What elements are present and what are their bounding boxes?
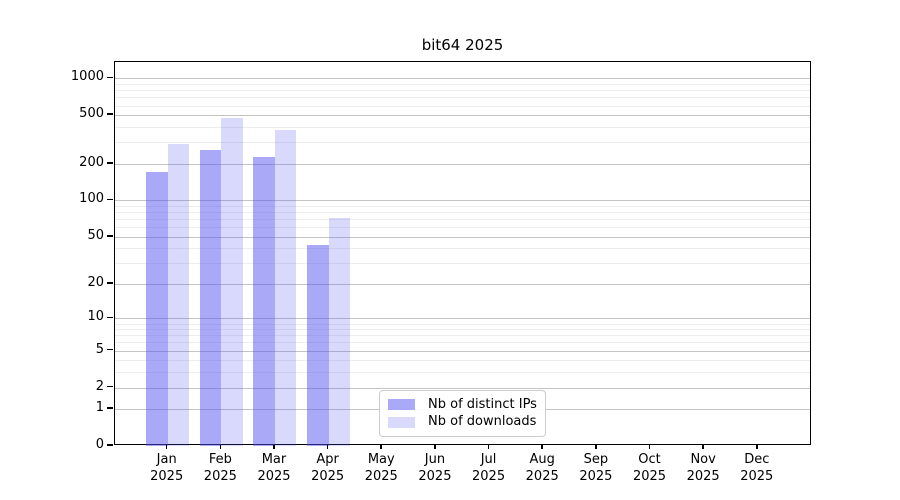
y-tick-mark [107, 162, 113, 164]
downloads-swatch-icon [388, 416, 415, 428]
y-tick-mark [107, 282, 113, 284]
x-tick-label: Sep 2025 [579, 452, 613, 484]
x-tick-mark [219, 445, 222, 449]
gridline-major [115, 163, 810, 165]
gridline-major [115, 387, 810, 389]
x-tick-mark [541, 445, 543, 449]
legend: Nb of distinct IPs Nb of downloads [379, 390, 546, 437]
x-tick-mark [595, 445, 597, 449]
x-tick-mark [755, 445, 758, 449]
y-tick-label: 200 [79, 154, 104, 170]
y-tick-label: 1000 [70, 69, 104, 85]
gridline-major [115, 115, 810, 117]
x-tick-mark [326, 445, 329, 449]
bar-downloads-feb [221, 118, 243, 446]
x-tick-label: Oct 2025 [632, 452, 667, 484]
gridline-minor [115, 372, 810, 374]
x-tick-mark [434, 445, 436, 449]
bar-distinct-ips-mar [253, 156, 275, 446]
gridline-minor [115, 84, 810, 86]
x-tick-mark [648, 445, 651, 449]
gridline-minor [115, 97, 810, 99]
distinct-ips-swatch-icon [388, 399, 415, 411]
y-tick-mark [107, 113, 113, 116]
gridline-minor [115, 142, 810, 144]
gridline-minor [115, 323, 810, 325]
y-tick-mark [107, 444, 113, 446]
y-tick-label: 20 [87, 275, 104, 291]
x-tick-mark [165, 445, 168, 449]
x-tick-mark [273, 445, 275, 449]
x-tick-mark [702, 445, 704, 449]
gridline-major [115, 78, 810, 80]
y-tick-label: 100 [79, 191, 104, 207]
y-tick-label: 5 [95, 341, 104, 357]
gridline-major [115, 318, 810, 320]
x-tick-label: Feb 2025 [203, 452, 237, 484]
y-tick-mark [107, 198, 113, 201]
gridline-minor [115, 248, 810, 250]
bar-downloads-jan [167, 144, 190, 446]
gridline-major [115, 350, 810, 352]
x-tick-mark [487, 445, 490, 449]
x-tick-mark [380, 445, 383, 449]
bar-distinct-ips-feb [199, 150, 222, 446]
y-tick-label: 2 [95, 378, 104, 394]
legend-item-downloads: Nb of downloads [388, 414, 537, 432]
gridline-minor [115, 335, 810, 337]
x-tick-label: May 2025 [364, 452, 398, 484]
y-tick-mark [107, 348, 113, 351]
gridline-minor [115, 329, 810, 331]
x-tick-label: Dec 2025 [740, 452, 774, 484]
gridline-minor [115, 342, 810, 344]
gridline-minor [115, 127, 810, 129]
gridline-minor [115, 360, 810, 362]
y-tick-label: 50 [87, 227, 104, 243]
gridline-minor [115, 212, 810, 214]
gridline-minor [115, 206, 810, 208]
y-tick-label: 500 [79, 106, 104, 122]
x-tick-label: Jun 2025 [418, 452, 452, 484]
x-tick-label: Aug 2025 [525, 452, 559, 484]
y-tick-mark [107, 407, 113, 409]
legend-item-distinct-ips: Nb of distinct IPs [388, 396, 537, 414]
chart-title: bit64 2025 [421, 36, 504, 54]
bar-downloads-mar [274, 130, 297, 446]
y-tick-mark [107, 385, 113, 388]
y-tick-mark [107, 76, 113, 79]
y-tick-label: 0 [95, 437, 104, 452]
gridline-minor [115, 90, 810, 92]
gridline-major [115, 200, 810, 202]
y-tick-label: 1 [95, 400, 104, 416]
x-tick-label: Apr 2025 [311, 452, 345, 484]
x-tick-label: Jul 2025 [472, 452, 506, 484]
plot-area [114, 61, 811, 446]
gridline-major [115, 236, 810, 238]
x-tick-label: Mar 2025 [257, 452, 291, 484]
legend-label: Nb of downloads [428, 414, 537, 430]
gridline-minor [115, 219, 810, 221]
bar-downloads-apr [328, 217, 351, 446]
gridline-minor [115, 105, 810, 107]
bar-distinct-ips-jan [146, 172, 168, 446]
y-tick-mark [107, 235, 113, 237]
gridline-major [115, 284, 810, 286]
x-tick-label: Nov 2025 [686, 452, 720, 484]
legend-label: Nb of distinct IPs [428, 396, 537, 412]
y-tick-label: 10 [87, 309, 104, 325]
bar-distinct-ips-apr [307, 244, 329, 446]
y-tick-mark [107, 316, 113, 319]
gridline-minor [115, 263, 810, 265]
gridline-minor [115, 227, 810, 229]
x-tick-label: Jan 2025 [150, 452, 184, 484]
